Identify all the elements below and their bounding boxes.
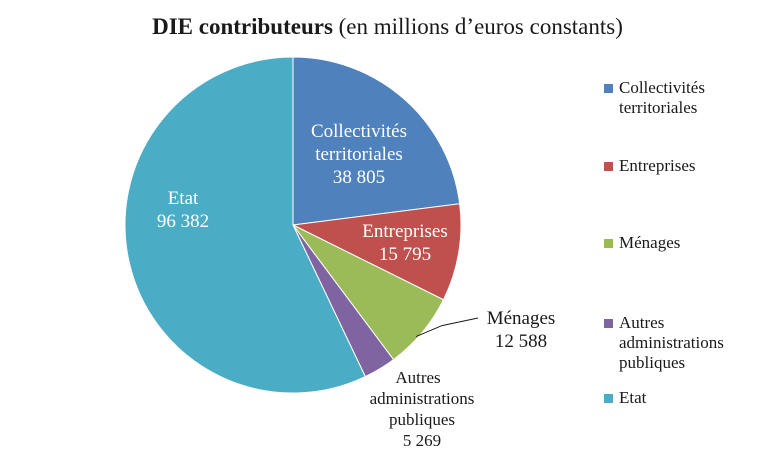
legend-label: Autres administrations publiques (619, 313, 724, 372)
data-label-collectivites: Collectivités territoriales 38 805 (311, 121, 407, 188)
legend-item-autres-administrations: Autres administrations publiques (604, 313, 759, 373)
pie-slice-entreprises (291, 203, 462, 301)
legend-swatch (604, 319, 613, 328)
legend-swatch (604, 84, 613, 93)
data-label-etat: Etat 96 382 (157, 188, 209, 232)
chart-title-rest: (en millions d’euros constants) (332, 14, 623, 39)
data-label-entreprises: Entreprises 15 795 (362, 221, 447, 265)
legend-label: Entreprises (619, 156, 696, 175)
data-label-autres-administrations: Autres administrations publiques 5 269 (370, 368, 475, 450)
legend-label: Etat (619, 388, 647, 407)
chart-title-bold: DIE contributeurs (152, 14, 333, 39)
legend-item-etat: Etat (604, 388, 759, 408)
legend-item-entreprises: Entreprises (604, 156, 759, 176)
legend-label: Ménages (619, 233, 681, 252)
legend-label: Collectivités territoriales (619, 78, 705, 117)
legend-item-menages: Ménages (604, 233, 759, 253)
legend-swatch (604, 239, 613, 248)
data-label-menages: Ménages 12 588 (487, 308, 556, 352)
leader-line-menages (415, 317, 479, 338)
chart-title: DIE contributeurs (en millions d’euros c… (0, 14, 775, 40)
legend-item-collectivites: Collectivités territoriales (604, 78, 759, 118)
pie-slice-etat (124, 56, 367, 394)
legend-swatch (604, 394, 613, 403)
pie-slice-collectivites (292, 56, 461, 226)
legend-swatch (604, 162, 613, 171)
